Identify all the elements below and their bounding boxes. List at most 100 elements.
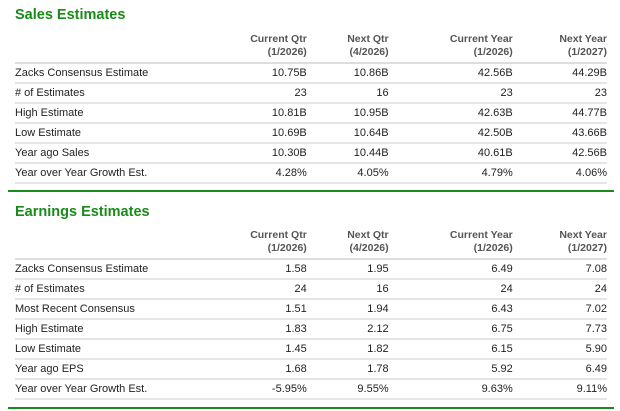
cell-value: 4.05% [306,163,389,184]
header-blank [15,33,195,64]
column-header: Current Qtr (1/2026) [195,229,307,260]
cell-value: 6.49 [512,359,607,380]
column-header: Next Year (1/2027) [512,33,607,64]
row-label: # of Estimates [15,83,195,104]
column-header: Next Qtr (4/2026) [306,33,389,64]
cell-value: 42.56B [388,63,513,84]
table-row: High Estimate 10.81B 10.95B 42.63B 44.77B [15,103,607,124]
cell-value: 4.79% [388,163,513,184]
cell-value: -5.95% [195,379,307,400]
cell-value: 5.90 [512,339,607,360]
header-blank [15,229,195,260]
table-row: Most Recent Consensus 1.51 1.94 6.43 7.02 [15,299,607,320]
cell-value: 42.50B [388,123,513,144]
cell-value: 9.11% [512,379,607,400]
cell-value: 10.75B [195,63,307,84]
table-row: High Estimate 1.83 2.12 6.75 7.73 [15,319,607,340]
column-date: (4/2026) [349,46,389,58]
column-period: Current Qtr [250,229,307,241]
cell-value: 7.08 [512,259,607,280]
row-label: Zacks Consensus Estimate [15,63,195,84]
row-label: Zacks Consensus Estimate [15,259,195,280]
row-label: Most Recent Consensus [15,299,195,320]
cell-value: 10.64B [306,123,389,144]
table-row: Zacks Consensus Estimate 1.58 1.95 6.49 7.08 [15,259,607,280]
header-row: Current Qtr (1/2026) Next Qtr (4/2026) Curre… [15,229,607,260]
cell-value: 40.61B [388,143,513,164]
cell-value: 24 [195,279,307,300]
header-row: Current Qtr (1/2026) Next Qtr (4/2026) Curre… [15,33,607,64]
row-label: Year over Year Growth Est. [15,379,195,400]
cell-value: 10.30B [195,143,307,164]
cell-value: 16 [306,279,389,300]
column-period: Current Qtr [250,33,307,45]
cell-value: 1.83 [195,319,307,340]
cell-value: 1.95 [306,259,389,280]
column-header: Next Qtr (4/2026) [306,229,389,260]
column-date: (1/2027) [567,46,607,58]
column-header: Next Year (1/2027) [512,229,607,260]
table-row: # of Estimates 23 16 23 23 [15,83,607,104]
cell-value: 1.82 [306,339,389,360]
cell-value: 1.68 [195,359,307,380]
column-date: (1/2026) [473,46,513,58]
earnings-estimates-table: Current Qtr (1/2026) Next Qtr (4/2026) Curre… [15,229,607,400]
sales-estimates-title: Sales Estimates [15,7,126,23]
cell-value: 24 [388,279,513,300]
cell-value: 23 [388,83,513,104]
cell-value: 9.55% [306,379,389,400]
column-date: (1/2026) [267,46,307,58]
cell-value: 4.28% [195,163,307,184]
column-period: Next Year [559,229,607,241]
column-header: Current Year (1/2026) [388,229,513,260]
cell-value: 1.51 [195,299,307,320]
section-divider [8,190,614,192]
cell-value: 6.49 [388,259,513,280]
cell-value: 44.29B [512,63,607,84]
column-period: Next Qtr [347,33,389,45]
cell-value: 7.02 [512,299,607,320]
cell-value: 2.12 [306,319,389,340]
cell-value: 1.78 [306,359,389,380]
row-label: Year over Year Growth Est. [15,163,195,184]
cell-value: 16 [306,83,389,104]
row-label: # of Estimates [15,279,195,300]
cell-value: 10.81B [195,103,307,124]
cell-value: 24 [512,279,607,300]
column-date: (1/2027) [567,242,607,254]
cell-value: 7.73 [512,319,607,340]
table-row: Year ago EPS 1.68 1.78 5.92 6.49 [15,359,607,380]
table-row: Zacks Consensus Estimate 10.75B 10.86B 42.5… [15,63,607,84]
cell-value: 42.63B [388,103,513,124]
table-row: Year ago Sales 10.30B 10.44B 40.61B 42.56B [15,143,607,164]
row-label: High Estimate [15,103,195,124]
table-row: Low Estimate 10.69B 10.64B 42.50B 43.66B [15,123,607,144]
cell-value: 1.45 [195,339,307,360]
column-header: Current Qtr (1/2026) [195,33,307,64]
cell-value: 4.06% [512,163,607,184]
cell-value: 23 [512,83,607,104]
cell-value: 10.86B [306,63,389,84]
cell-value: 10.95B [306,103,389,124]
earnings-estimates-title: Earnings Estimates [15,204,150,220]
row-label: High Estimate [15,319,195,340]
cell-value: 1.94 [306,299,389,320]
table-row: Year over Year Growth Est. -5.95% 9.55% 9.6… [15,379,607,400]
cell-value: 42.56B [512,143,607,164]
cell-value: 1.58 [195,259,307,280]
cell-value: 9.63% [388,379,513,400]
sales-estimates-table: Current Qtr (1/2026) Next Qtr (4/2026) Curre… [15,33,607,184]
column-date: (1/2026) [267,242,307,254]
table-row: Year over Year Growth Est. 4.28% 4.05% 4.79… [15,163,607,184]
column-header: Current Year (1/2026) [388,33,513,64]
cell-value: 10.69B [195,123,307,144]
cell-value: 5.92 [388,359,513,380]
cell-value: 43.66B [512,123,607,144]
column-date: (4/2026) [349,242,389,254]
column-period: Next Year [559,33,607,45]
table-row: Low Estimate 1.45 1.82 6.15 5.90 [15,339,607,360]
cell-value: 6.43 [388,299,513,320]
cell-value: 6.75 [388,319,513,340]
cell-value: 6.15 [388,339,513,360]
column-period: Current Year [449,33,513,45]
